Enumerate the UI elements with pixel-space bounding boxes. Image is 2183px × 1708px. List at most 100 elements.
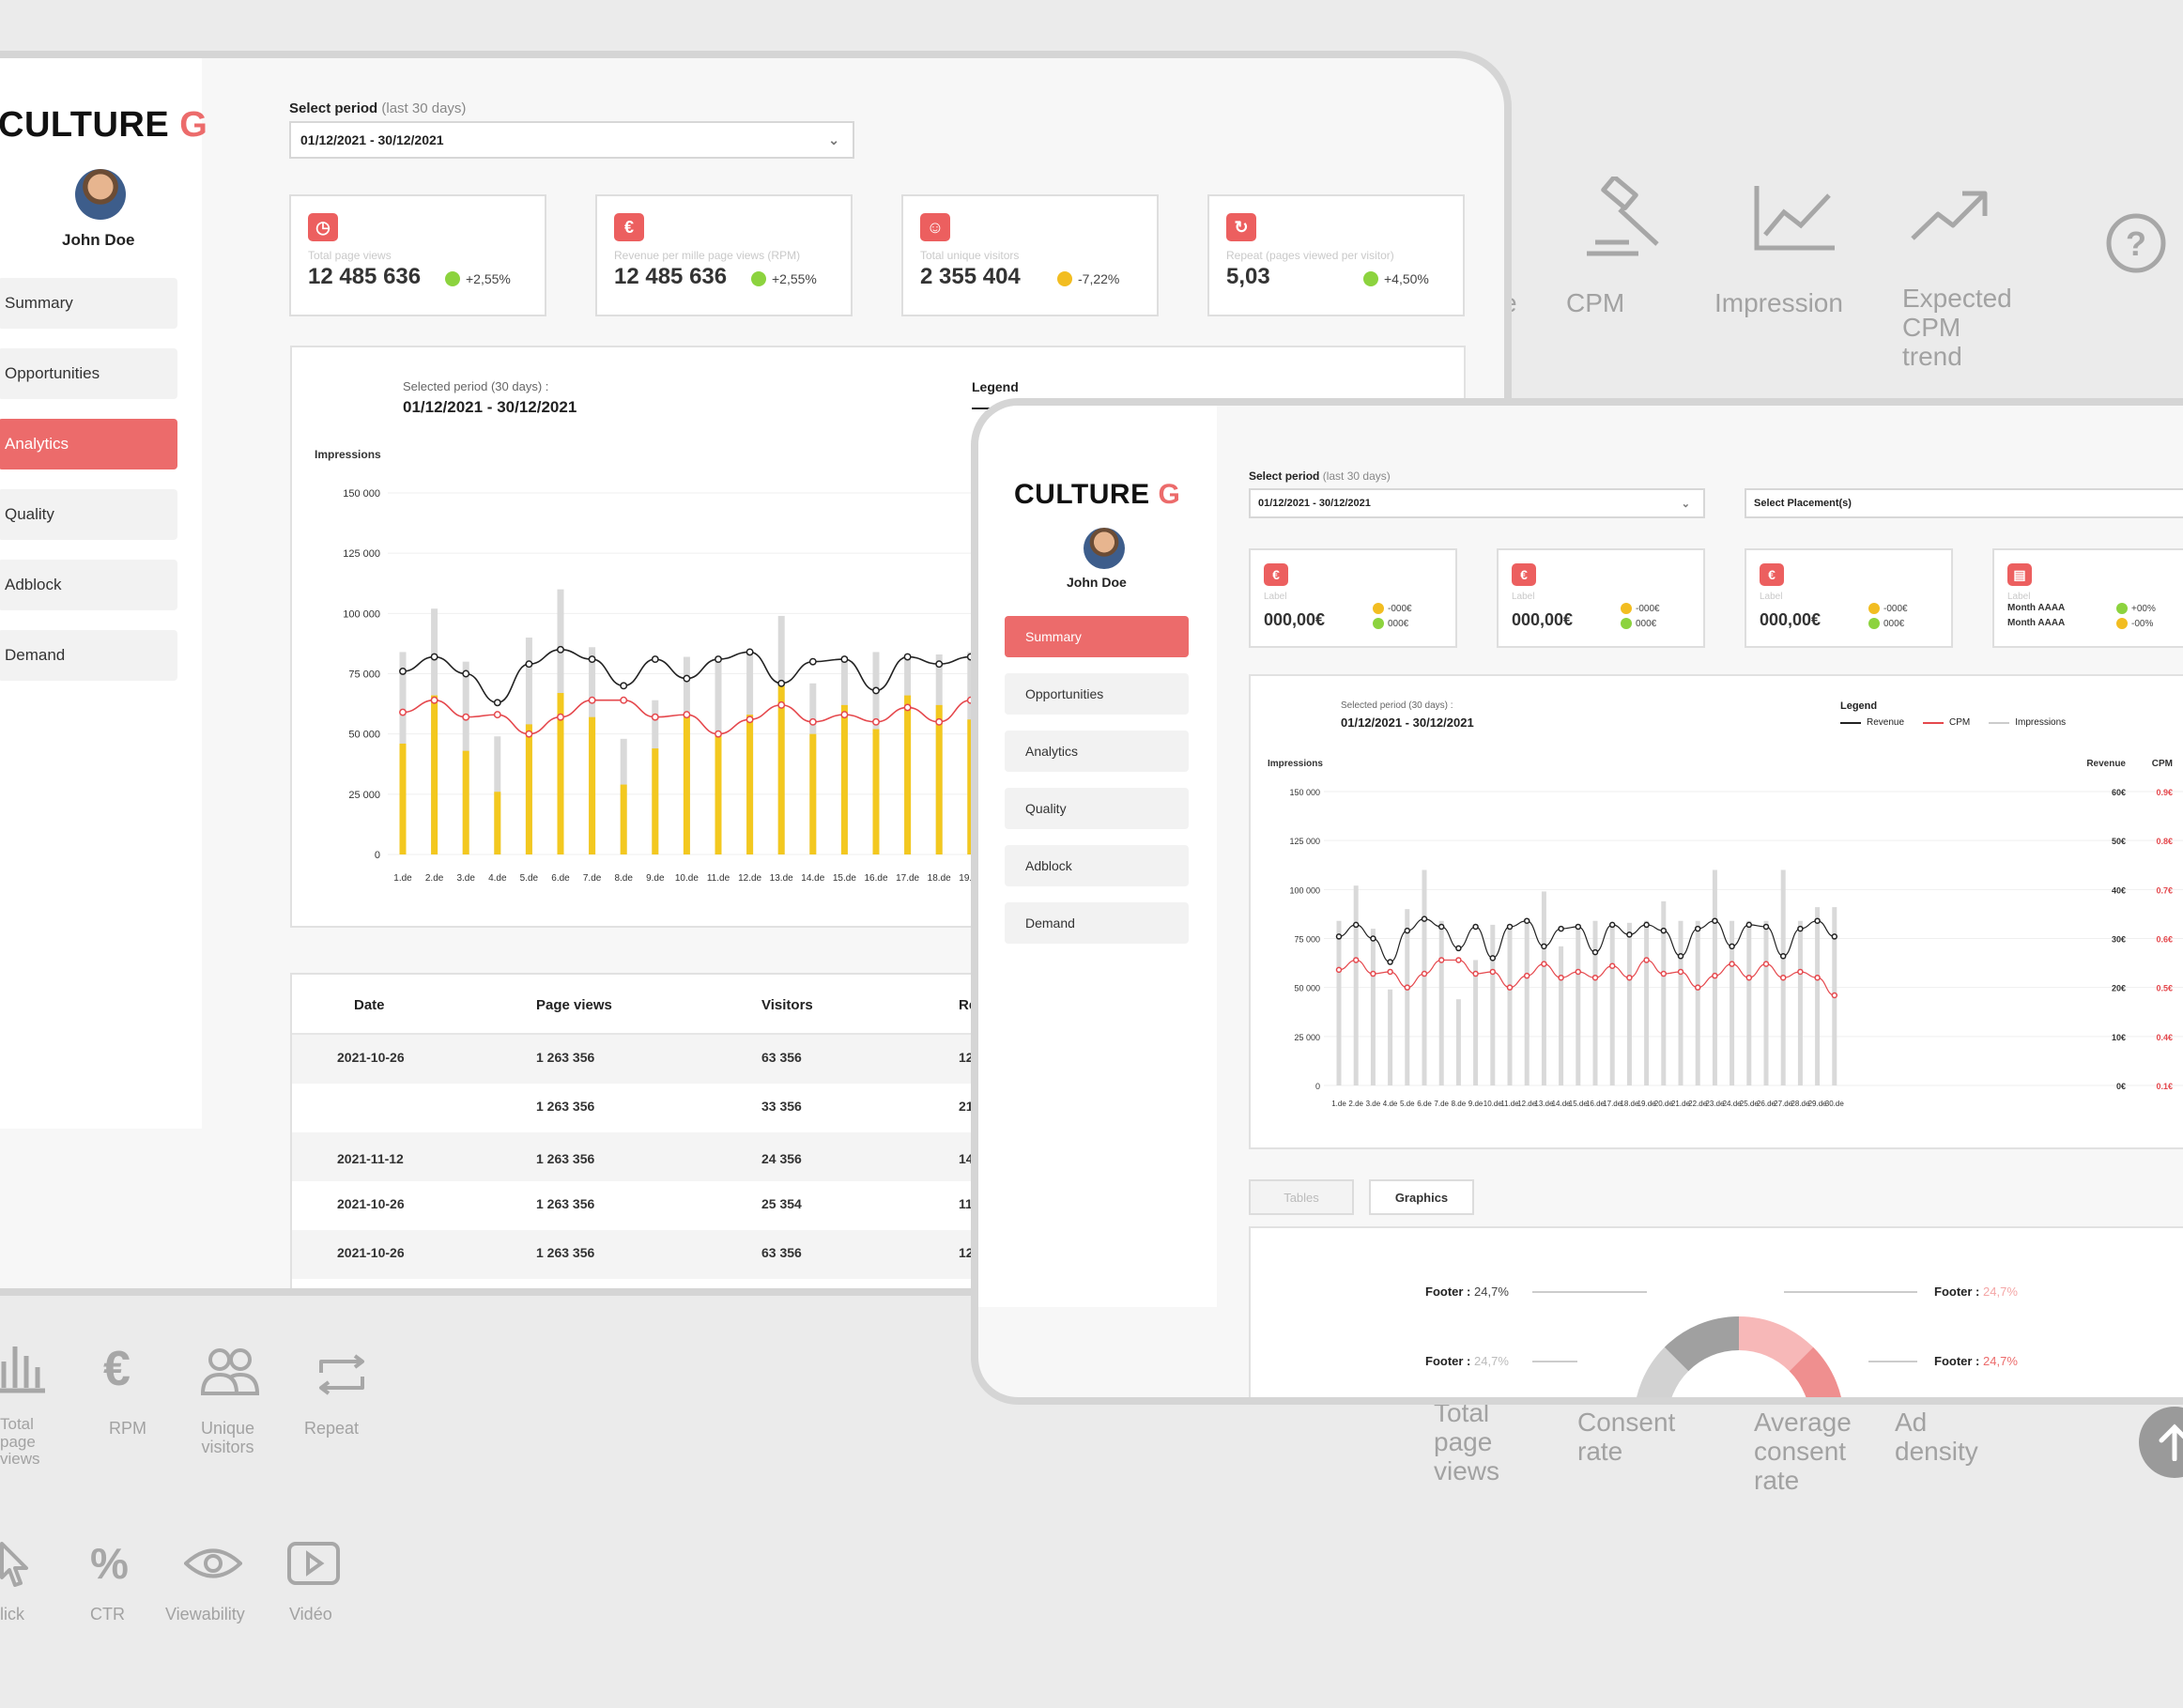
column-header[interactable]: Visitors — [761, 997, 813, 1013]
bg-label-viewability: Viewability — [165, 1605, 245, 1623]
kpi-card[interactable]: ◷ Total page views 12 485 636 +2,55% — [289, 194, 546, 316]
x-tick-label: 2.de — [425, 873, 444, 884]
scroll-top-button[interactable] — [2139, 1407, 2183, 1478]
series-point — [1779, 953, 1787, 960]
kpi-label: Total page views — [308, 249, 392, 262]
nav-item-opportunities[interactable]: Opportunities — [1005, 673, 1189, 715]
y-tick-label: 25 000 — [348, 790, 380, 801]
delta-text: 000€ — [1883, 618, 1905, 629]
nav-item-analytics[interactable]: Analytics — [0, 419, 177, 469]
series-point — [1370, 935, 1376, 942]
bg-label-cpm: CPM — [1566, 288, 1625, 317]
kpi-card[interactable]: ↻ Repeat (pages viewed per visitor) 5,03 +4… — [1207, 194, 1465, 316]
series-point — [1472, 923, 1479, 931]
series-point — [1335, 933, 1343, 940]
series-point — [1660, 970, 1668, 977]
series-point — [1712, 972, 1718, 979]
x-tick-label: 12.de — [738, 873, 761, 884]
x-tick-label: 9.de — [646, 873, 665, 884]
series-point — [1643, 957, 1650, 963]
bar — [525, 724, 532, 854]
clock-icon: ◷ — [308, 213, 338, 241]
delta-text: -00% — [2131, 618, 2154, 629]
bg-label-click: lick — [0, 1605, 24, 1623]
video-play-icon — [287, 1542, 340, 1585]
nav-item-quality[interactable]: Quality — [1005, 788, 1189, 829]
delta-dot — [1363, 271, 1378, 286]
x-tick-label: 27.de — [1774, 1100, 1793, 1108]
nav-item-summary[interactable]: Summary — [0, 278, 177, 329]
series-point — [1608, 962, 1616, 969]
period-select[interactable]: 01/12/2021 - 30/12/2021 ⌄ — [1249, 488, 1705, 518]
series-point — [840, 711, 849, 719]
x-tick-label: 6.de — [551, 873, 570, 884]
front-donut-panel: Footer : 24,7% Footer : 24,7% Footer : 2… — [1249, 1226, 2183, 1397]
series-point — [1779, 974, 1787, 981]
bg-label-repeat: Repeat — [304, 1419, 360, 1438]
period-select[interactable]: 01/12/2021 - 30/12/2021 ⌄ — [289, 121, 854, 159]
x-tick-label: 5.de — [520, 873, 539, 884]
kpi-card[interactable]: ☺ Total unique visitors 2 355 404 -7,22% — [901, 194, 1159, 316]
kpi-value: 12 485 636 — [308, 264, 422, 289]
series-point — [1831, 933, 1838, 940]
user-icon: ☺ — [920, 213, 950, 241]
nav-item-opportunities[interactable]: Opportunities — [0, 348, 177, 399]
legend-swatch — [1923, 721, 1945, 724]
series-point — [525, 730, 533, 738]
series-point — [683, 674, 691, 683]
label-value: 24,7% — [1983, 1354, 2018, 1368]
help-icon[interactable]: ? — [2105, 212, 2167, 274]
tab-tables[interactable]: Tables — [1249, 1179, 1354, 1215]
avatar[interactable] — [75, 169, 126, 220]
x-tick-label: 8.de — [614, 873, 633, 884]
nav-item-summary[interactable]: Summary — [1005, 616, 1189, 657]
series-point — [1506, 984, 1514, 991]
avatar[interactable] — [1084, 528, 1125, 569]
kpi-card[interactable]: ▤ Label Month AAAA Month AAAA +00% -00% — [1992, 548, 2183, 648]
series-point — [399, 667, 407, 675]
series-point — [1437, 923, 1445, 931]
series-point — [1712, 917, 1718, 924]
series-point — [430, 696, 438, 704]
bg-label-expected-cpm: Expected CPM trend — [1902, 284, 2012, 371]
bar — [1524, 920, 1530, 1085]
x-tick-label: 18.de — [1620, 1100, 1639, 1108]
series-point — [1437, 957, 1445, 963]
nav-item-demand[interactable]: Demand — [1005, 902, 1189, 944]
x-tick-label: 22.de — [1688, 1100, 1708, 1108]
nav-item-analytics[interactable]: Analytics — [1005, 731, 1189, 772]
right-tick-label: 60€ — [2112, 788, 2126, 797]
kpi-card[interactable]: € Label 000,00€ -000€ 000€ — [1745, 548, 1953, 648]
series-point — [1558, 974, 1564, 981]
placement-select[interactable]: Select Placement(s) — [1745, 488, 2183, 518]
logo-text: CULTURE — [1014, 479, 1159, 510]
y-tick-label: 150 000 — [1289, 788, 1320, 797]
y-tick-label: 50 000 — [348, 730, 380, 741]
table-cell: 1 263 356 — [536, 1196, 595, 1211]
kpi-card[interactable]: € Revenue per mille page views (RPM) 12 48… — [595, 194, 853, 316]
kpi-value: 000,00€ — [1264, 610, 1326, 629]
nav-item-demand[interactable]: Demand — [0, 630, 177, 681]
nav-item-adblock[interactable]: Adblock — [1005, 845, 1189, 886]
delta-dot — [751, 271, 766, 286]
bar — [1559, 946, 1564, 1085]
delta-dot — [1373, 603, 1384, 614]
delta-text: 000€ — [1636, 618, 1657, 629]
nav-item-quality[interactable]: Quality — [0, 489, 177, 540]
x-tick-label: 5.de — [1400, 1100, 1415, 1108]
tab-graphics[interactable]: Graphics — [1369, 1179, 1474, 1215]
nav-item-adblock[interactable]: Adblock — [0, 560, 177, 610]
table-cell: 2021-10-26 — [337, 1196, 405, 1211]
delta-dot — [1868, 618, 1880, 629]
column-header[interactable]: Date — [354, 997, 385, 1013]
gavel-icon — [1587, 177, 1659, 256]
kpi-card[interactable]: € Label 000,00€ -000€ 000€ — [1249, 548, 1457, 648]
series-point — [808, 657, 817, 666]
column-header[interactable]: Page views — [536, 997, 612, 1013]
kpi-card[interactable]: € Label 000,00€ -000€ 000€ — [1497, 548, 1705, 648]
euro-icon: € — [1512, 563, 1536, 586]
kpi-label: Label — [1760, 592, 1783, 602]
series-point — [1677, 953, 1684, 960]
series-point — [1523, 972, 1530, 979]
legend-item-impressions: Impressions — [1989, 717, 2066, 728]
